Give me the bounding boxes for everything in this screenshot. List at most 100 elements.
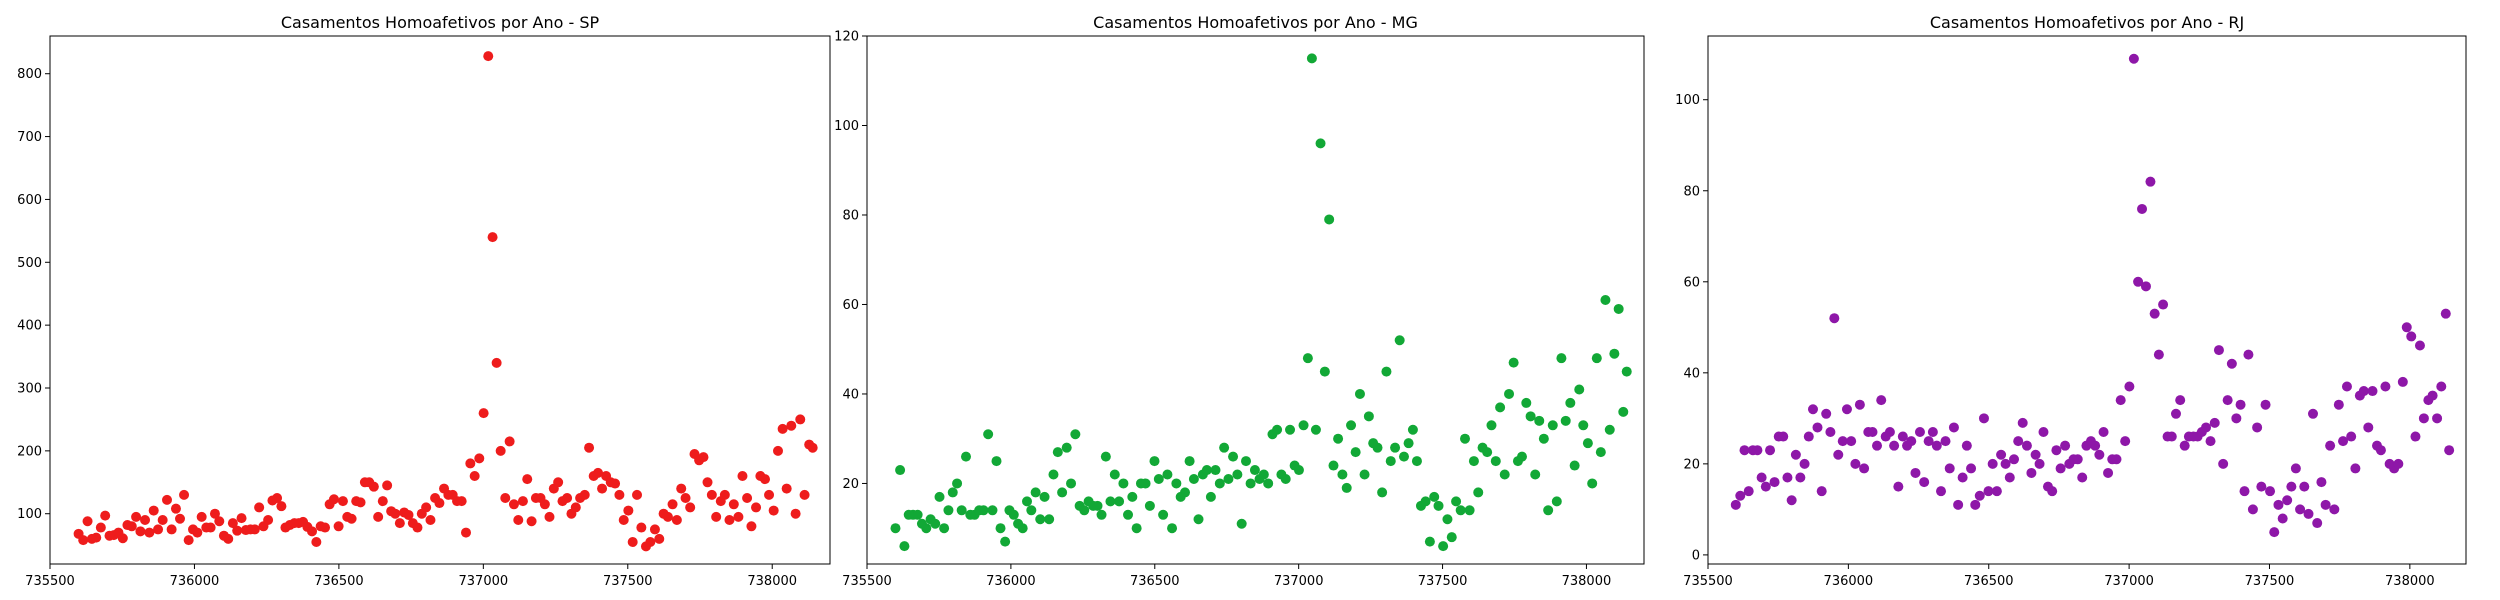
data-point-rj — [2440, 308, 2451, 319]
x-tick-label-mg: 737000 — [1274, 574, 1324, 589]
data-point-mg — [1039, 491, 1050, 502]
data-point-mg — [983, 429, 994, 440]
data-point-mg — [1149, 456, 1160, 467]
data-point-mg — [1495, 402, 1506, 413]
data-point-sp — [562, 493, 573, 503]
data-point-sp — [579, 489, 590, 500]
data-point-rj — [1944, 463, 1955, 474]
data-point-sp — [737, 471, 748, 481]
data-point-sp — [667, 499, 678, 510]
data-point-mg — [1241, 456, 1252, 467]
data-point-mg — [1486, 420, 1497, 431]
y-tick-label-sp: 400 — [17, 319, 42, 334]
data-point-sp — [421, 502, 432, 513]
data-point-mg — [1017, 523, 1028, 534]
data-point-rj — [2226, 358, 2237, 369]
data-point-mg — [1350, 447, 1361, 458]
data-point-sp — [728, 499, 739, 510]
data-point-mg — [1390, 442, 1401, 453]
data-point-mg — [1214, 478, 1225, 489]
data-point-sp — [522, 474, 533, 485]
data-point-rj — [1816, 486, 1827, 497]
data-point-rj — [2299, 481, 2310, 492]
data-point-rj — [2124, 381, 2135, 392]
data-point-mg — [1153, 473, 1164, 484]
chart-title-sp: Casamentos Homoafetivos por Ano - SP — [281, 13, 600, 32]
data-point-rj — [1961, 440, 1972, 451]
data-point-mg — [1609, 348, 1620, 359]
data-point-rj — [1850, 458, 1861, 469]
x-tick-label-mg: 738000 — [1562, 574, 1612, 589]
data-point-rj — [1735, 490, 1746, 501]
data-point-mg — [1337, 469, 1348, 480]
data-point-sp — [469, 471, 480, 481]
data-point-mg — [1100, 451, 1111, 462]
x-tick-label-sp: 735500 — [25, 574, 75, 589]
data-point-rj — [2427, 390, 2438, 401]
data-point-rj — [1778, 431, 1789, 442]
data-point-rj — [1914, 427, 1925, 437]
y-tick-label-mg: 40 — [842, 387, 859, 402]
data-point-mg — [995, 523, 1006, 534]
data-point-mg — [1398, 451, 1409, 462]
data-point-sp — [351, 496, 362, 507]
data-point-mg — [1236, 518, 1247, 529]
data-point-sp — [711, 511, 722, 522]
data-point-sp — [627, 537, 638, 547]
data-point-rj — [1825, 427, 1836, 437]
data-point-sp — [373, 511, 384, 522]
data-point-sp — [544, 511, 555, 522]
data-point-mg — [1394, 335, 1405, 346]
data-point-rj — [2179, 440, 2190, 451]
data-point-sp — [157, 515, 168, 525]
data-point-rj — [2260, 399, 2271, 410]
data-point-rj — [2286, 481, 2297, 492]
data-point-mg — [1188, 473, 1199, 484]
data-point-sp — [671, 515, 682, 525]
data-point-mg — [1538, 433, 1549, 444]
data-point-mg — [1490, 456, 1501, 467]
x-tick-label-rj: 736500 — [1964, 574, 2014, 589]
data-point-mg — [1621, 366, 1632, 377]
data-point-sp — [570, 502, 581, 513]
data-point-rj — [2320, 499, 2331, 510]
y-tick-label-mg: 100 — [834, 119, 859, 134]
data-point-sp — [315, 521, 326, 532]
data-point-sp — [218, 530, 229, 541]
data-point-mg — [1061, 442, 1072, 453]
chart-mg: Casamentos Homoafetivos por Ano - MG 7355… — [834, 13, 1645, 589]
data-point-mg — [1000, 536, 1011, 547]
data-point-sp — [148, 505, 159, 516]
data-point-rj — [2312, 518, 2323, 529]
chart-sp: Casamentos Homoafetivos por Ano - SP 7355… — [17, 13, 831, 589]
data-point-mg — [1442, 514, 1453, 525]
data-point-rj — [1782, 472, 1793, 483]
data-point-rj — [2325, 440, 2336, 451]
data-point-rj — [2341, 381, 2352, 392]
data-point-sp — [113, 527, 124, 538]
data-point-mg — [1171, 478, 1182, 489]
data-point-rj — [2140, 281, 2151, 292]
data-point-rj — [2350, 463, 2361, 474]
data-point-mg — [1114, 496, 1125, 507]
data-point-sp — [640, 541, 651, 552]
y-tick-label-sp: 200 — [17, 444, 42, 459]
x-tick-label-mg: 737500 — [1418, 574, 1468, 589]
data-point-mg — [1582, 438, 1593, 449]
data-point-mg — [1289, 460, 1300, 471]
data-point-sp — [702, 477, 713, 488]
y-tick-label-rj: 60 — [1683, 275, 1700, 290]
data-point-rj — [2307, 408, 2318, 419]
data-point-mg — [1205, 491, 1216, 502]
data-point-sp — [236, 513, 247, 524]
data-point-mg — [952, 478, 963, 489]
data-point-mg — [1341, 482, 1352, 493]
data-point-sp — [508, 499, 519, 510]
data-point-rj — [2175, 395, 2186, 406]
data-point-rj — [2068, 454, 2079, 465]
data-point-mg — [991, 456, 1002, 467]
data-point-sp — [245, 524, 256, 535]
data-point-mg — [1451, 496, 1462, 507]
data-point-rj — [2098, 427, 2109, 437]
data-point-rj — [1841, 404, 1852, 415]
